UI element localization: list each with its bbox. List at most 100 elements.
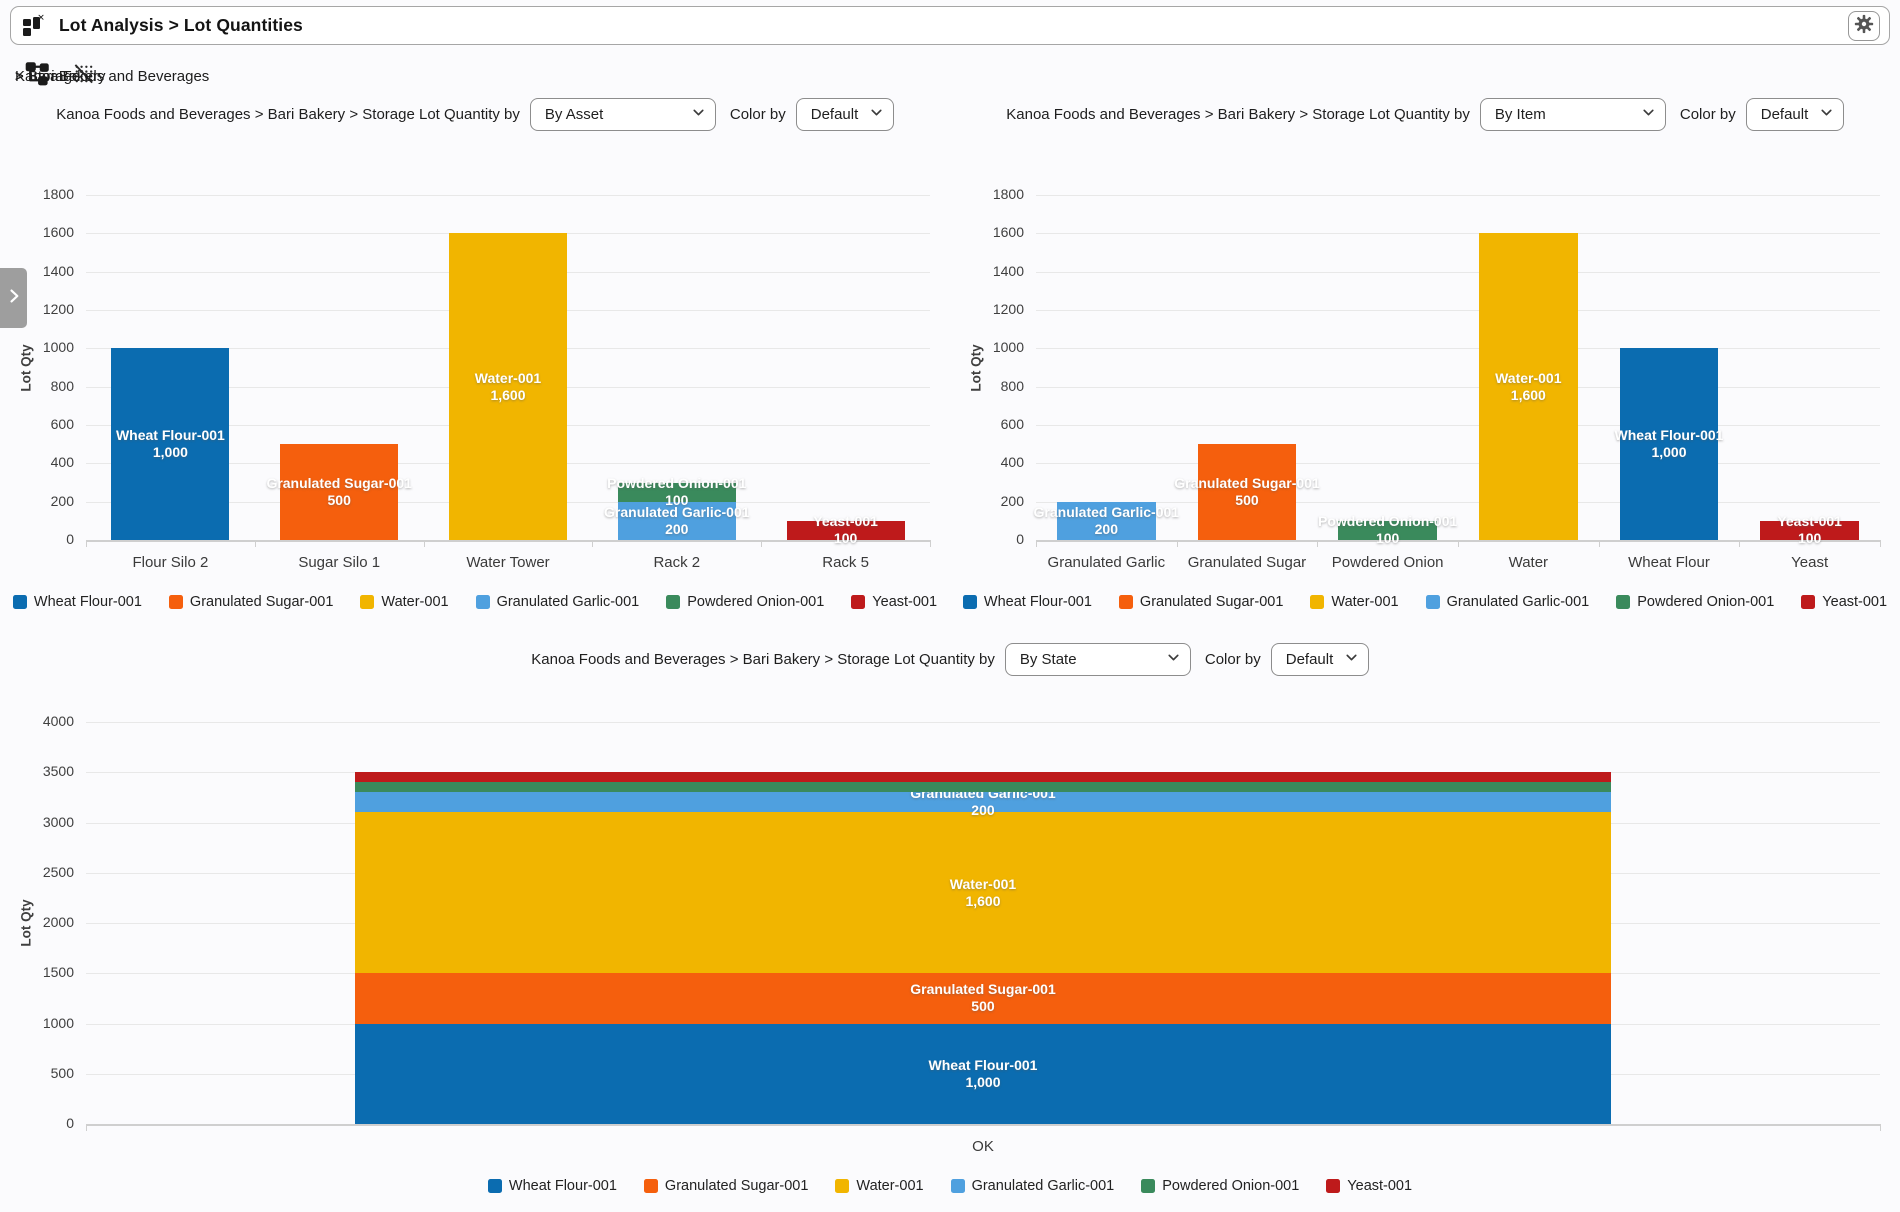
group-by-select[interactable]: By Item [1479,97,1666,131]
color-by-label: Color by [1204,650,1261,668]
y-tick-label: 1400 [42,262,74,279]
axis-tick [1739,540,1741,547]
gridline [1036,195,1880,196]
hierarchy-icon[interactable] [24,60,51,92]
bar-segment-powdered-onion-001[interactable]: Powdered Onion-001 100 [607,475,746,508]
y-tick-label: 0 [1016,531,1024,547]
legend-label: Granulated Sugar-001 [189,594,334,610]
legend-item-wheat-flour-001[interactable]: Wheat Flour-001 [12,594,142,610]
legend-item-granulated-garlic-001[interactable]: Granulated Garlic-001 [950,1178,1115,1194]
legend-item-water-001[interactable]: Water-001 [360,594,449,610]
bar-label-series: Granulated Sugar-001 [910,981,1056,998]
bar-segment-water-001[interactable]: Water-001 1,600 [1479,233,1578,540]
x-category-label: OK [972,1138,994,1155]
y-tick-label: 400 [1000,454,1024,471]
chart-legend: Wheat Flour-001 Granulated Sugar-001 Water… [0,594,950,610]
gridline [1036,463,1880,465]
legend-item-yeast-001[interactable]: Yeast-001 [1801,594,1887,610]
legend-item-powdered-onion-001[interactable]: Powdered Onion-001 [1616,594,1774,610]
legend-item-wheat-flour-001[interactable]: Wheat Flour-001 [487,1178,617,1194]
legend-swatch [835,1179,850,1193]
bar-segment-wheat-flour-001[interactable]: Wheat Flour-001 1,000 [111,348,230,540]
breadcrumb-segment-site[interactable]: > Bari Bakery [15,67,106,85]
legend-swatch [475,595,490,609]
y-tick-label: 800 [1000,377,1024,394]
x-category-label: Water [1508,554,1549,571]
chevron-down-icon [1343,649,1360,670]
chevron-right-icon [4,286,24,311]
legend-item-water-001[interactable]: Water-001 [1310,594,1399,610]
legend-item-powdered-onion-001[interactable]: Powdered Onion-001 [666,594,824,610]
breadcrumb-segment-next[interactable]: > [15,67,24,85]
legend-label: Yeast-001 [1347,1178,1413,1194]
legend-item-granulated-sugar-001[interactable]: Granulated Sugar-001 [1118,594,1283,610]
legend-item-powdered-onion-001[interactable]: Powdered Onion-001 [1141,1178,1299,1194]
axis-tick [423,540,425,547]
color-by-label: Color by [729,105,786,123]
chart-header: Kanoa Foods and Beverages > Bari Bakery … [0,93,950,135]
legend-swatch [643,1179,658,1193]
y-tick-label: 1000 [42,1014,74,1031]
bar-segment-powdered-onion-001[interactable] [355,782,1611,793]
legend-item-water-001[interactable]: Water-001 [835,1178,924,1194]
bar-segment-yeast-001[interactable]: Yeast-001 100 [1760,513,1859,546]
legend-swatch [666,595,681,609]
y-tick-label: 1200 [42,301,74,317]
y-tick-label: 500 [50,1064,74,1081]
bar-label: Wheat Flour-001 1,000 [823,1057,1143,1091]
breadcrumb-segment-area[interactable]: > Storage [15,67,81,85]
bar-segment-granulated-garlic-001[interactable]: Granulated Garlic-001 200 [1034,501,1179,540]
color-by-select[interactable]: Default [1270,642,1369,676]
legend-label: Granulated Garlic-001 [971,1178,1115,1194]
legend-item-yeast-001[interactable]: Yeast-001 [851,594,937,610]
chevron-down-icon [1640,104,1657,125]
axis-tick [1458,540,1459,547]
legend-item-granulated-sugar-001[interactable]: Granulated Sugar-001 [643,1178,808,1194]
bar-segment-yeast-001[interactable]: Yeast-001 100 [786,513,905,546]
bar-segment-granulated-garlic-001[interactable]: Granulated Garlic-001 200 [355,785,1611,818]
legend-swatch [1141,1179,1156,1193]
legend-label: Water-001 [381,594,449,610]
bar-segment-granulated-sugar-001[interactable]: Granulated Sugar-001 500 [1174,444,1320,540]
legend-item-granulated-garlic-001[interactable]: Granulated Garlic-001 [475,594,639,610]
legend-label: Powdered Onion-001 [687,594,825,610]
legend-label: Wheat Flour-001 [33,594,142,610]
group-by-selected-value: By Item [1494,105,1546,123]
panel-expander[interactable] [0,268,27,328]
bar-segment-water-001[interactable]: Water-001 1,600 [355,812,1611,974]
settings-button[interactable] [1848,10,1880,41]
legend-swatch [851,595,866,609]
bar-label-value: 1,600 [965,892,1001,909]
bar-segment-granulated-garlic-001[interactable]: Granulated Garlic-001 200 [604,501,750,540]
legend-label: Yeast-001 [872,594,938,610]
bar-segment-wheat-flour-001[interactable]: Wheat Flour-001 1,000 [1615,348,1723,540]
legend-item-yeast-001[interactable]: Yeast-001 [1326,1178,1412,1194]
y-tick-label: 1200 [992,301,1024,317]
y-tick-label: 1800 [42,186,74,202]
bar-segment-wheat-flour-001[interactable]: Wheat Flour-001 1,000 [355,1023,1611,1124]
bar-segment-granulated-sugar-001[interactable]: Granulated Sugar-001 500 [266,444,412,540]
bar-segment-yeast-001[interactable] [355,772,1611,783]
bar-sugar-silo-1: Granulated Sugar-001 500 [266,195,412,540]
x-axis-labels: Flour Silo 2 Sugar Silo 1 Water Tower Rack … [86,554,930,576]
y-tick-label: 600 [1000,416,1024,432]
legend-item-granulated-garlic-001[interactable]: Granulated Garlic-001 [1425,594,1589,610]
bar-segment-powdered-onion-001[interactable]: Powdered Onion-001 100 [1318,513,1457,546]
color-by-select[interactable]: Default [1745,97,1844,131]
group-by-select[interactable]: By Asset [529,97,716,131]
bar-segment-water-001[interactable]: Water-001 1,600 [448,233,568,540]
bar-segment-granulated-sugar-001[interactable]: Granulated Sugar-001 500 [355,973,1611,1024]
bar-wheat-flour: Wheat Flour-001 1,000 [1615,195,1723,540]
group-by-select[interactable]: By State [1004,642,1191,676]
legend-item-wheat-flour-001[interactable]: Wheat Flour-001 [962,594,1092,610]
color-by-select[interactable]: Default [795,97,894,131]
axis-tick [592,540,594,547]
x-category-label: Sugar Silo 1 [298,554,381,571]
x-category-label: Wheat Flour [1628,554,1710,571]
breadcrumb-segment-company[interactable]: Kanoa Foods and Beverages [15,67,210,85]
color-by-selected-value: Default [810,105,859,123]
legend-item-granulated-sugar-001[interactable]: Granulated Sugar-001 [168,594,334,610]
legend-label: Powdered Onion-001 [1637,594,1775,610]
legend-label: Yeast-001 [1822,594,1888,610]
matrix-off-icon[interactable] [72,62,95,90]
